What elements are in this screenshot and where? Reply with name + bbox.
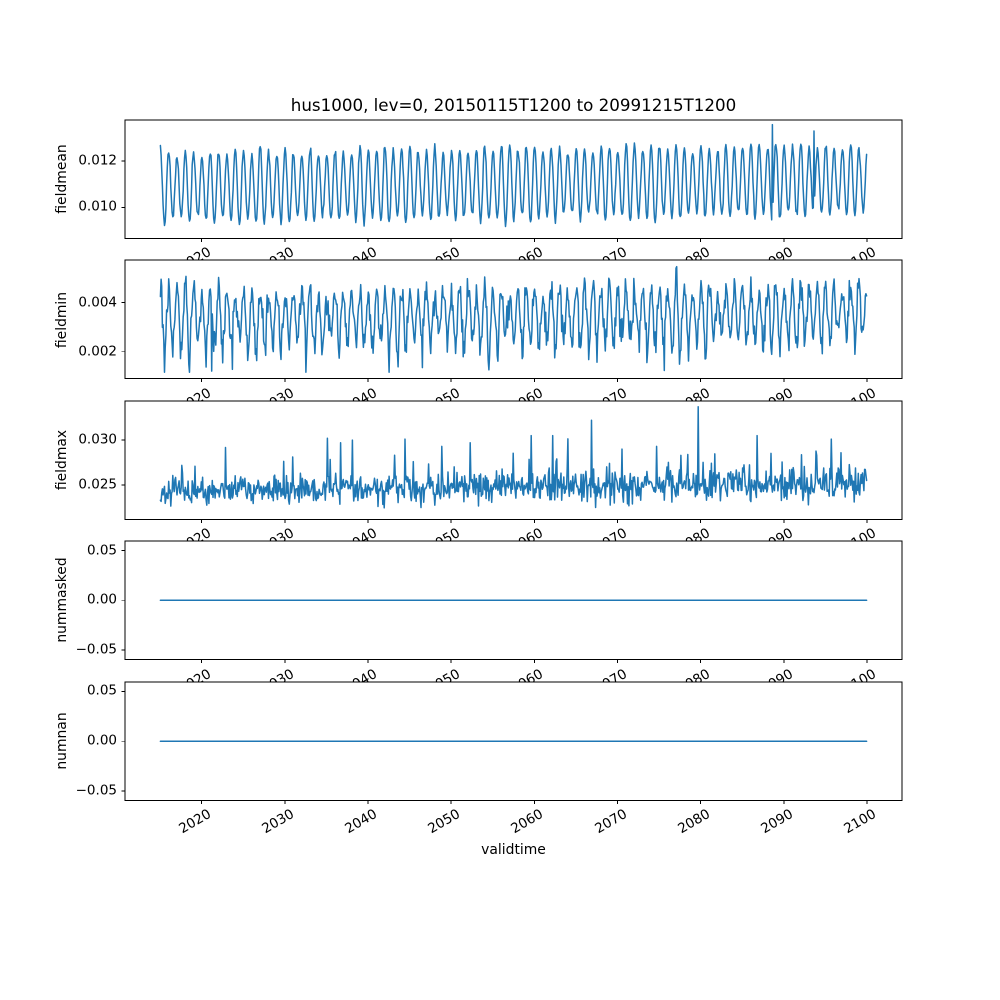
y-tick-label: 0.012 (78, 152, 117, 169)
y-axis-label-nummasked: nummasked (54, 557, 70, 643)
series-line-fieldmean (159, 123, 868, 228)
y-axis-label-numnan: numnan (54, 712, 70, 770)
x-tick-label: 2080 (674, 806, 713, 838)
y-tick-label: −0.05 (75, 782, 117, 799)
figure-title: hus1000, lev=0, 20150115T1200 to 2099121… (290, 95, 737, 115)
y-tick-label: 0.05 (86, 682, 117, 699)
x-tick-label: 2100 (841, 806, 879, 838)
y-tick-label: 0.00 (86, 732, 117, 749)
panel-fieldmax (121, 400, 903, 523)
y-axis-label-fieldmin: fieldmin (54, 291, 70, 349)
panel-fieldmin (121, 259, 903, 383)
panel-fieldmean (121, 119, 903, 242)
x-tick-label: 2020 (175, 806, 214, 838)
x-tick-label: 2040 (342, 806, 380, 838)
y-tick-label: 0.030 (78, 431, 117, 448)
x-tick-label: 2070 (591, 806, 630, 838)
plot-area (124, 259, 903, 380)
y-tick-label: 0.00 (86, 592, 117, 609)
y-tick-label: 0.002 (78, 343, 117, 360)
x-tick-label: 2030 (259, 806, 297, 838)
y-tick-label: 0.004 (78, 294, 117, 311)
y-tick-label: 0.05 (86, 542, 117, 559)
y-axis-label-fieldmax: fieldmax (54, 429, 70, 491)
series-line-fieldmax (159, 405, 868, 509)
y-tick-label: 0.010 (78, 198, 117, 215)
panel-nummasked (121, 540, 903, 664)
panel-numnan (121, 681, 903, 804)
x-tick-label: 2060 (508, 806, 547, 838)
x-tick-label: 2050 (425, 806, 464, 838)
series-line-fieldmin (159, 266, 868, 374)
x-axis-label: validtime (481, 842, 546, 858)
y-tick-label: −0.05 (75, 641, 117, 658)
x-tick-label: 2090 (758, 806, 796, 838)
y-tick-label: 0.025 (78, 476, 117, 493)
y-axis-label-fieldmean: fieldmean (54, 144, 70, 214)
